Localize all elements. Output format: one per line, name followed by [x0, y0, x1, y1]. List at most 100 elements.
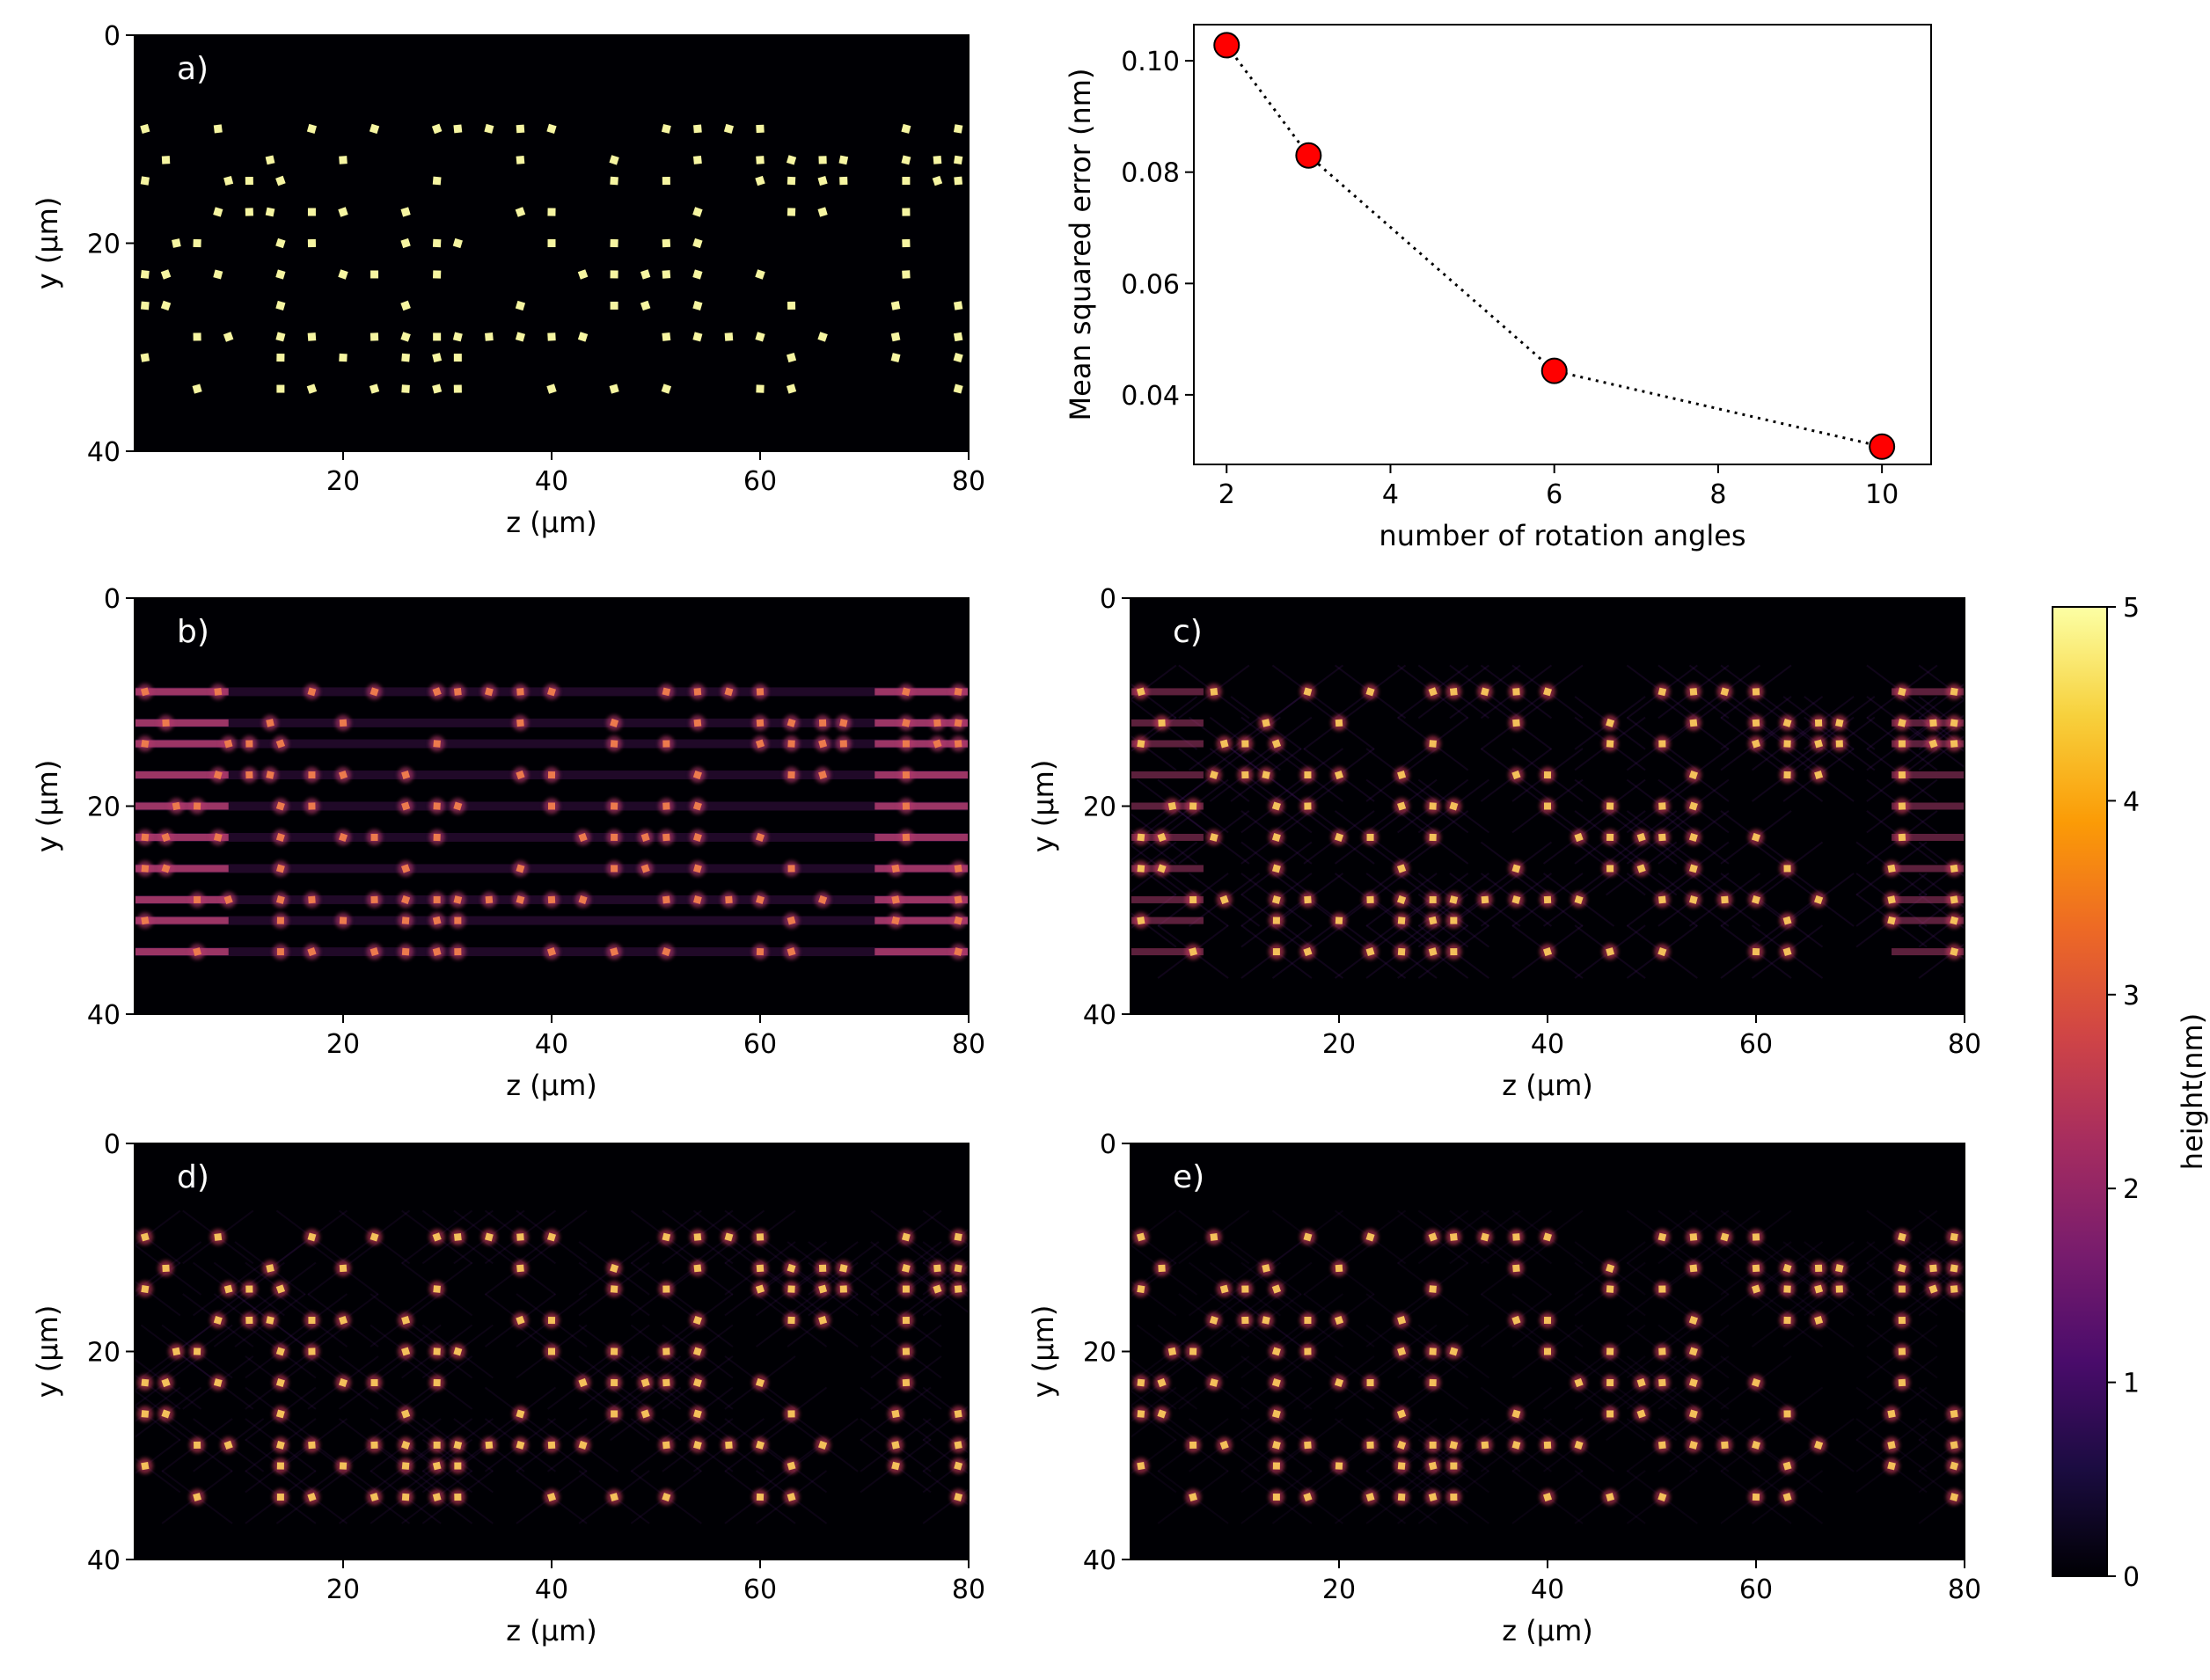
scatterer — [1262, 771, 1270, 779]
scatterer — [933, 739, 942, 749]
scatterer — [692, 1409, 702, 1419]
scatterer — [432, 916, 442, 925]
scatterer — [693, 1264, 702, 1273]
scatterer — [223, 176, 234, 186]
scatterer — [1950, 864, 1958, 873]
scatterer — [140, 687, 150, 697]
scatterer — [401, 801, 411, 811]
y-tick-label: 20 — [1083, 1338, 1116, 1369]
y-tick-label: 20 — [87, 1338, 121, 1369]
edge-streak-left — [135, 833, 229, 841]
scatterer — [548, 802, 555, 810]
scatterer — [401, 1347, 411, 1356]
scatterer — [1512, 1264, 1520, 1273]
panel-label: e) — [1173, 1159, 1204, 1195]
scatterer — [1544, 802, 1551, 810]
scatterer — [308, 1348, 316, 1355]
scatterer — [1157, 832, 1167, 843]
scatterer — [724, 687, 734, 697]
scatterer — [275, 739, 286, 749]
scatterer — [1137, 833, 1145, 842]
x-tick-label: 60 — [743, 466, 777, 497]
scatterer — [401, 384, 410, 393]
scatterer — [547, 332, 556, 341]
scatterer — [1189, 802, 1197, 810]
scatterer — [223, 739, 233, 749]
scatterer — [640, 300, 651, 311]
scatterer — [1303, 1232, 1313, 1242]
scatterer — [1272, 1494, 1280, 1501]
image-panel: 20 40 60 80 0 20 40 z (µm) y (µm) b) — [31, 584, 985, 1102]
image-panel: 20 40 60 80 0 20 40 z (µm) y (µm) a) — [31, 21, 985, 539]
scatterer — [1429, 1348, 1437, 1355]
scatterer — [640, 1377, 650, 1388]
scatterer — [1303, 946, 1313, 957]
scatterer — [432, 687, 442, 697]
scatterer — [578, 1377, 588, 1388]
scatterer — [756, 384, 765, 393]
scatterer — [307, 208, 316, 216]
scatterer — [213, 1378, 223, 1387]
y-tick-label: 40 — [87, 1000, 121, 1031]
x-tick-label: 80 — [1948, 1574, 1981, 1605]
scatterer — [891, 1409, 900, 1419]
scatterer — [432, 1232, 442, 1242]
y-tick-label: 0.04 — [1121, 381, 1180, 412]
scatterer — [223, 332, 234, 342]
scatterer — [432, 1461, 442, 1471]
scatterer — [1814, 1440, 1824, 1450]
scatterer — [1783, 740, 1791, 748]
scatterer — [902, 238, 911, 248]
scatterer — [193, 1348, 201, 1355]
scatterer — [756, 156, 765, 164]
scatterer — [453, 1233, 462, 1241]
scatterer — [172, 801, 181, 811]
y-tick-label: 0.06 — [1121, 269, 1180, 300]
scatterer — [515, 207, 526, 217]
image-panel: 20 40 60 80 0 20 40 z (µm) y (µm) c) — [1027, 584, 1981, 1102]
colorbar-tick-label: 5 — [2123, 593, 2140, 624]
y-axis-label: y (µm) — [31, 1305, 64, 1399]
scatterer — [141, 1461, 150, 1471]
scatterer — [787, 1410, 795, 1418]
scatterer — [755, 1284, 765, 1294]
scatterer — [453, 354, 462, 362]
scatterer — [193, 238, 201, 248]
scatterer — [141, 739, 150, 749]
scatterer — [1137, 1378, 1145, 1387]
scatterer — [401, 1493, 410, 1501]
scatterer — [275, 1347, 285, 1356]
panel-label: d) — [177, 1159, 209, 1195]
scatterer — [245, 1316, 253, 1325]
scatterer — [692, 801, 702, 811]
colorbar-tick-label: 0 — [2123, 1562, 2140, 1593]
scatterer — [370, 1232, 379, 1242]
scatterer — [1688, 864, 1698, 873]
edge-streak-left — [1131, 740, 1204, 748]
scatterer — [1271, 1284, 1282, 1294]
x-tick-label: 20 — [326, 1574, 360, 1605]
scatterer — [516, 1233, 524, 1241]
scatterer — [192, 383, 202, 394]
scatterer — [454, 1493, 462, 1501]
scatterer — [1396, 864, 1407, 873]
scatterer — [755, 269, 765, 280]
scatterer — [1542, 947, 1553, 957]
scatterer — [266, 771, 274, 779]
scatterer — [818, 719, 827, 727]
scatterer — [484, 123, 494, 134]
scatterer — [1397, 1493, 1406, 1501]
scatterer — [693, 1441, 702, 1450]
scatterer — [308, 771, 316, 779]
scatterer — [1898, 1378, 1906, 1387]
scatterer — [1397, 1316, 1407, 1326]
scatterer — [1688, 1409, 1698, 1419]
image-panel: 20 40 60 80 0 20 40 z (µm) y (µm) d) — [31, 1129, 985, 1647]
scatterer — [933, 719, 941, 727]
scatterer — [902, 1316, 910, 1325]
scatterer — [453, 384, 462, 393]
scatterer — [275, 237, 286, 249]
y-tick-label: 0.08 — [1121, 158, 1180, 189]
edge-streak-right — [874, 688, 969, 696]
scatterer — [1304, 1441, 1312, 1450]
